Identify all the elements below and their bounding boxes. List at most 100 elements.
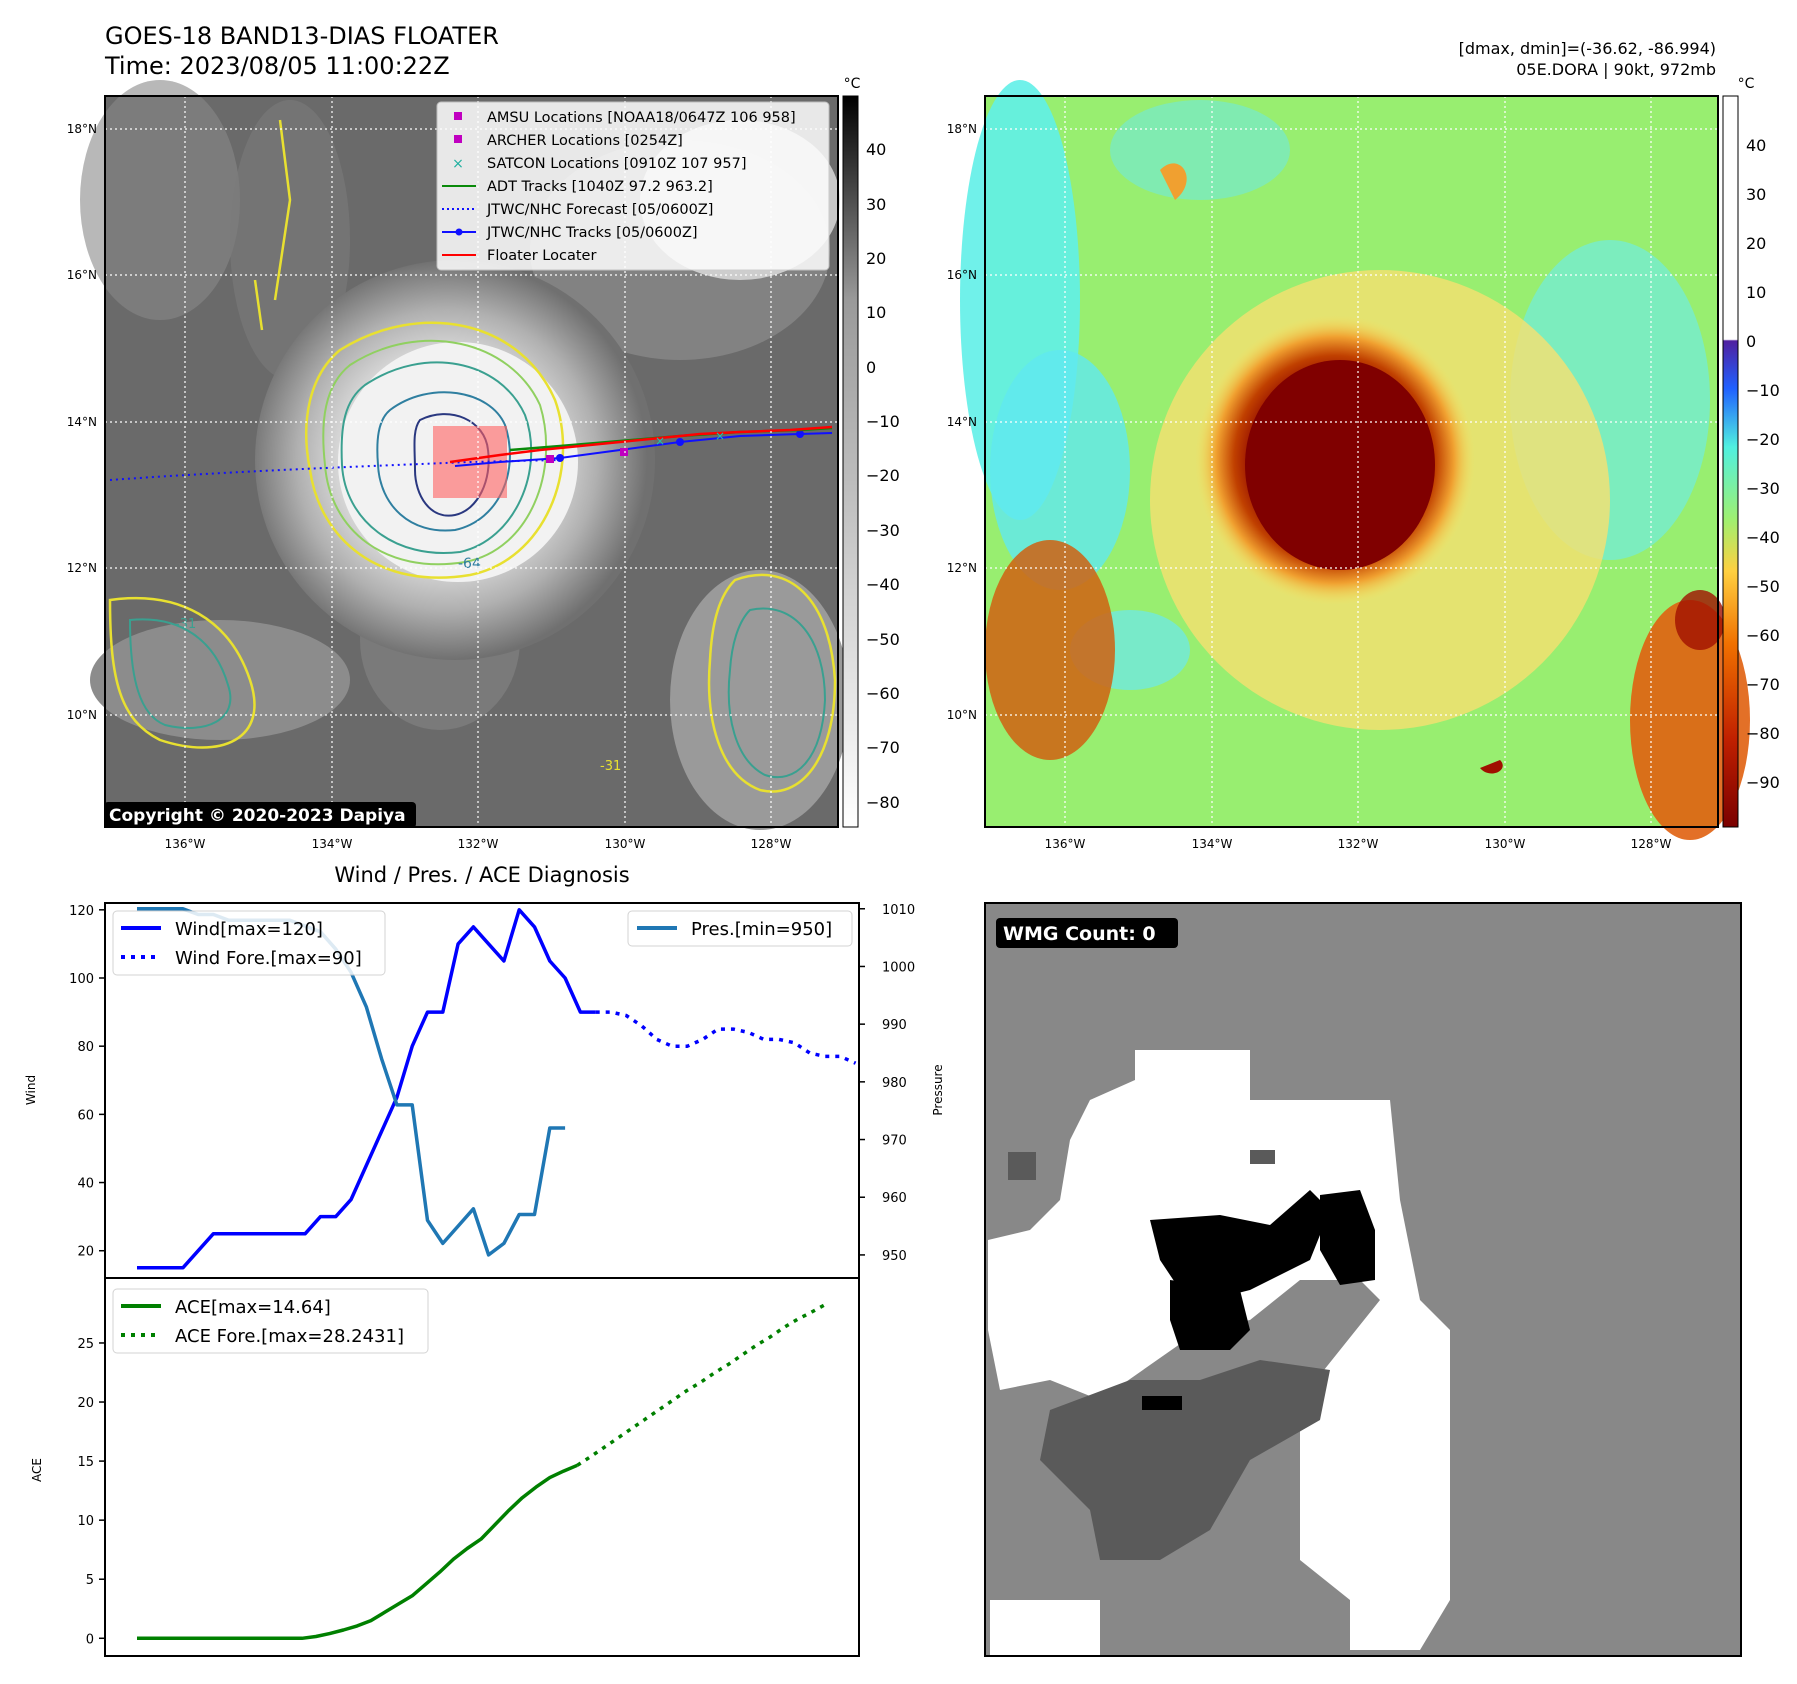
- lat-label: 12°N: [947, 561, 977, 575]
- lat-label: 14°N: [67, 415, 97, 429]
- wind-line: [137, 908, 596, 1270]
- ytick-label: 25: [77, 1337, 94, 1352]
- lon-label: 130°W: [605, 837, 646, 851]
- ytick-label: 960: [882, 1191, 907, 1206]
- enhanced-lat-labels: 18°N 16°N 14°N 12°N 10°N: [947, 122, 977, 722]
- lon-label: 128°W: [751, 837, 792, 851]
- contour-teal: [340, 361, 533, 554]
- contour-label: -31: [175, 617, 196, 632]
- enhanced-gridlines: [985, 96, 1718, 827]
- ir-cloud: [80, 80, 240, 320]
- colorbar-tick: −80: [866, 793, 900, 812]
- ytick-label: 980: [882, 1076, 907, 1091]
- lat-label: 18°N: [67, 122, 97, 136]
- colorbar-tick: 10: [866, 303, 886, 322]
- wmg-panel: WMG Count: 0: [984, 902, 1742, 1657]
- ace-axis-label: ACE: [30, 1458, 44, 1482]
- colorbar-tick: −10: [1746, 381, 1780, 400]
- cold-region: [990, 350, 1130, 590]
- colorbar-tick: 30: [866, 195, 886, 214]
- colorbar-tick: −10: [866, 412, 900, 431]
- lat-label: 14°N: [947, 415, 977, 429]
- legend-labels: AMSU Locations [NOAA18/0647Z 106 958] AR…: [486, 110, 796, 264]
- lon-label: 134°W: [1192, 837, 1233, 851]
- copyright-badge: [104, 802, 416, 828]
- colorbar-right-unit: °C: [1738, 76, 1755, 92]
- wmg-white-region: [990, 1600, 1100, 1656]
- colorbar-right-bar: [1722, 95, 1739, 828]
- ace-legend: ACE[max=14.64] ACE Fore.[max=28.2431]: [112, 1288, 429, 1354]
- contour-blue: [376, 391, 511, 532]
- wind-yticks: 20 40 60 80 100 120: [69, 904, 105, 1260]
- ytick-label: 20: [77, 1396, 94, 1411]
- lon-label: 132°W: [458, 837, 499, 851]
- jtwc-track: [454, 432, 833, 467]
- pressure-axis-label: Pressure: [931, 1064, 945, 1115]
- map-legend-box: [436, 101, 830, 271]
- legend-label: Floater Locater: [487, 248, 596, 264]
- diagnosis-title: Wind / Pres. / ACE Diagnosis: [334, 863, 629, 887]
- ytick-label: 5: [86, 1573, 94, 1588]
- lat-label: 16°N: [947, 268, 977, 282]
- enhanced-map-panel: 18°N 16°N 14°N 12°N 10°N 136°W 134°W 132…: [947, 80, 1750, 851]
- colorbar-tick: 40: [866, 140, 886, 159]
- cold-region: [1110, 100, 1290, 200]
- contour-yellow: [273, 119, 292, 301]
- ytick-label: 120: [69, 904, 94, 919]
- pressure-legend: Pres.[min=950]: [627, 910, 853, 947]
- colorbar-tick: −40: [1746, 528, 1780, 547]
- ytick-label: 100: [69, 972, 94, 987]
- legend-archer-marker: [454, 135, 462, 143]
- lon-label: 134°W: [312, 837, 353, 851]
- legend-label: ACE Fore.[max=28.2431]: [175, 1326, 404, 1347]
- colorbar-left-ticks: 40 30 20 10 0 −10 −20 −30 −40 −50 −60 −7…: [866, 140, 900, 812]
- ytick-label: 950: [882, 1249, 907, 1264]
- ytick-label: 1000: [882, 960, 915, 975]
- colorbar-tick: −50: [1746, 577, 1780, 596]
- colorbar-tick: 20: [866, 249, 886, 268]
- ytick-label: 80: [77, 1040, 94, 1055]
- ace-legend-box: [112, 1288, 429, 1354]
- wmg-black-region: [1150, 1190, 1330, 1300]
- lon-label: 130°W: [1485, 837, 1526, 851]
- lat-label: 16°N: [67, 268, 97, 282]
- warm-region: [1630, 600, 1750, 840]
- satcon-marker: ×: [715, 429, 725, 443]
- floater-track: [449, 425, 833, 464]
- legend-label: ARCHER Locations [0254Z]: [487, 133, 683, 149]
- storm-text: 05E.DORA | 90kt, 972mb: [1516, 60, 1716, 79]
- legend-label: SATCON Locations [0910Z 107 957]: [487, 156, 746, 172]
- wmg-white-region: [1030, 1240, 1060, 1252]
- wmg-frame: [984, 902, 1742, 1657]
- contour-green: [322, 339, 548, 566]
- wind-legend-box: [112, 910, 386, 976]
- wmg-count-label: WMG Count: 0: [1003, 923, 1156, 945]
- map-legend: × AMSU Locations [NOAA18/0647Z 106 958] …: [436, 101, 830, 271]
- contour-yellow: [707, 573, 837, 793]
- jtwc-forecast-track: [109, 459, 561, 481]
- legend-label: Wind[max=120]: [175, 919, 323, 940]
- jtwc-track-point: [676, 438, 684, 446]
- ir-map-frame: [104, 95, 839, 828]
- dminmax-text: [dmax, dmin]=(-36.62, -86.994): [1459, 39, 1716, 58]
- wmg-dark-gray-region: [1008, 1152, 1036, 1180]
- ace-line: [137, 1463, 578, 1641]
- legend-jtwc-dot: [455, 228, 463, 236]
- warm-region: [985, 540, 1115, 760]
- ace-chart-frame: [104, 1277, 860, 1657]
- colorbar-right: °C 40 30 20 10 0 −10 −20 −30 −40 −50 −60…: [1722, 76, 1780, 828]
- contour-yellow: [253, 279, 264, 331]
- colorbar-tick: −50: [866, 630, 900, 649]
- colorbar-left-bar: [842, 95, 859, 828]
- wind-pressure-chart: Wind Pressure 20 40 60 80 100 120 950 960 970 98…: [24, 902, 945, 1279]
- legend-label: Wind Fore.[max=90]: [175, 948, 362, 969]
- enhanced-lon-labels: 136°W 134°W 132°W 130°W 128°W: [1045, 837, 1672, 851]
- copyright-text: Copyright © 2020-2023 Dapiya: [109, 806, 406, 826]
- warm-region: [1675, 590, 1725, 650]
- ir-cloud: [90, 620, 350, 740]
- wmg-black-region: [1142, 1396, 1182, 1410]
- colorbar-tick: −90: [1746, 773, 1780, 792]
- colorbar-tick: −70: [866, 738, 900, 757]
- satcon-marker: ×: [655, 434, 665, 448]
- wmg-white-region: [1030, 1240, 1150, 1300]
